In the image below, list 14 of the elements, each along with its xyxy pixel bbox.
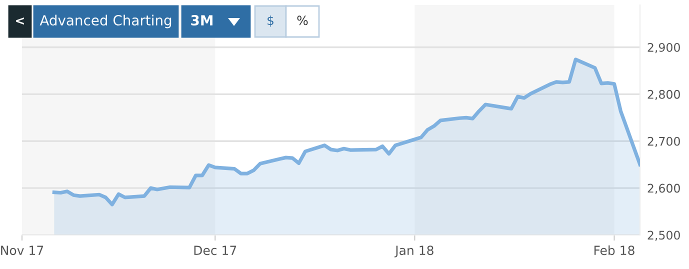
annotation: Advanced Charting [40, 14, 172, 28]
y-tick-label: 2,800 [648, 90, 680, 100]
x-tick-label: Nov 17 [1, 246, 44, 256]
annotation: $ [268, 15, 274, 27]
x-tick-label: Dec 17 [194, 246, 236, 256]
y-tick-label: 2,600 [648, 184, 680, 194]
y-tick-label: 2,900 [648, 42, 680, 54]
x-tick-label: Feb 18 [594, 245, 634, 256]
y-tick-label: 2,700 [648, 136, 680, 147]
annotation: < [16, 17, 24, 25]
x-tick-label: Jan 18 [394, 246, 434, 258]
annotation: 3M [191, 15, 212, 26]
annotation: % [297, 16, 308, 26]
y-tick-label: 2,500 [648, 230, 680, 241]
